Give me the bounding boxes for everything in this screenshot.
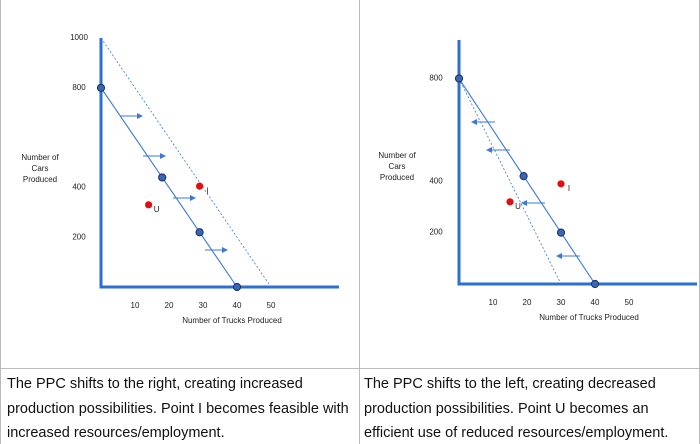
x-tick-label: 30 bbox=[557, 298, 566, 307]
axis bbox=[457, 40, 697, 286]
ppc-line bbox=[458, 78, 562, 285]
x-tick-label: 30 bbox=[199, 301, 208, 310]
ppc-point bbox=[519, 172, 528, 181]
ppc-point bbox=[96, 83, 106, 92]
point-label: I bbox=[568, 184, 570, 193]
y-tick-label: 800 bbox=[72, 83, 86, 92]
x-tick-label: 20 bbox=[523, 298, 532, 307]
x-tick-label: 50 bbox=[625, 298, 634, 307]
point-label: U bbox=[154, 205, 160, 214]
row-divider bbox=[0, 368, 700, 369]
ppc-point bbox=[232, 282, 242, 292]
ppc-point bbox=[454, 74, 464, 83]
y-axis-label: Produced bbox=[23, 175, 57, 184]
caption: The PPC shifts to the right, creating in… bbox=[7, 376, 349, 441]
ppc-line bbox=[458, 78, 596, 285]
point bbox=[557, 180, 565, 188]
shift-arrows bbox=[120, 113, 580, 259]
y-axis-label: Number of bbox=[378, 151, 416, 160]
y-axis-label: Number of bbox=[21, 153, 59, 162]
x-tick-label: 20 bbox=[165, 301, 174, 310]
ppc-point bbox=[556, 228, 566, 237]
y-tick-label: 800 bbox=[429, 74, 443, 83]
point-label: U bbox=[515, 202, 521, 211]
y-tick-label: 400 bbox=[72, 183, 86, 192]
table-border bbox=[0, 0, 1, 444]
ppc-point bbox=[590, 279, 600, 289]
point bbox=[196, 182, 204, 190]
x-tick-label: 40 bbox=[233, 301, 242, 310]
x-tick-label: 40 bbox=[591, 298, 600, 307]
cell-divider bbox=[359, 0, 360, 444]
ppc-line bbox=[100, 87, 238, 288]
point-label: I bbox=[206, 186, 208, 195]
y-axis-label: Produced bbox=[380, 173, 414, 182]
x-tick-label: 50 bbox=[267, 301, 276, 310]
y-axis-label: Cars bbox=[389, 162, 406, 171]
axis bbox=[99, 38, 339, 289]
y-tick-label: 200 bbox=[429, 228, 443, 237]
ppc-point bbox=[158, 173, 167, 182]
y-tick-label: 1000 bbox=[70, 33, 88, 42]
x-tick-label: 10 bbox=[131, 301, 140, 310]
y-axis-label: Cars bbox=[32, 164, 49, 173]
x-tick-label: 10 bbox=[489, 298, 498, 307]
point bbox=[506, 198, 514, 206]
y-tick-label: 400 bbox=[429, 176, 443, 185]
charts: 200 400 800 1000 10 20 30 40 50 Number of Cars Prod… bbox=[21, 33, 697, 325]
ppc-point bbox=[195, 228, 204, 237]
y-tick-label: 200 bbox=[72, 232, 86, 241]
x-axis-label: Number of Trucks Produced bbox=[182, 316, 282, 325]
caption: The PPC shifts to the left, creating dec… bbox=[364, 376, 669, 441]
x-axis-label: Number of Trucks Produced bbox=[539, 313, 639, 322]
ppc-line bbox=[100, 37, 272, 288]
point bbox=[145, 201, 153, 209]
